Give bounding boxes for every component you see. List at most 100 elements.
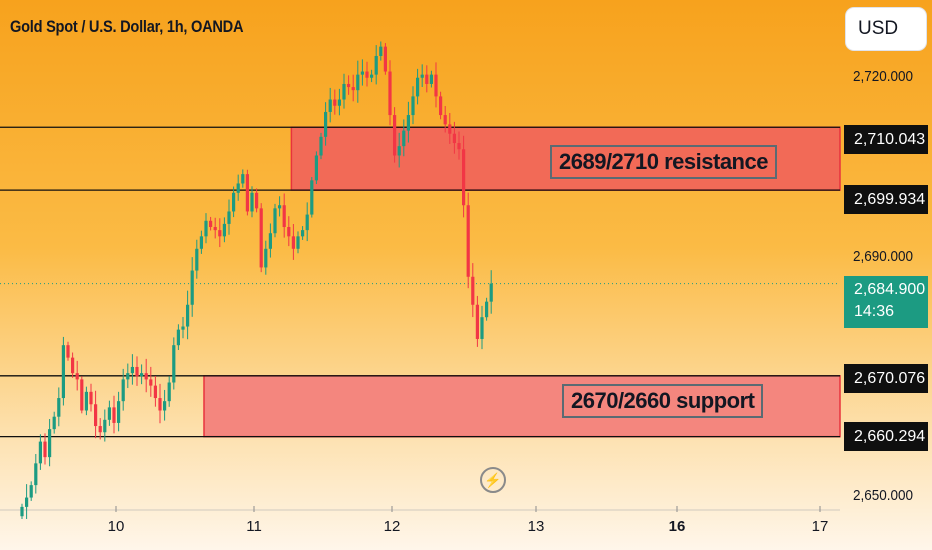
candle-body [236,183,240,193]
candle-body [25,497,29,507]
candle-body [176,329,180,346]
candle-body [255,192,259,209]
candle-body [209,220,213,228]
candle-body [319,136,323,156]
support-zone-label[interactable]: 2670/2660 support [562,384,764,418]
current-price-badge: 2,684.900 14:36 [844,276,928,328]
candle-body [199,236,203,249]
candle-body [480,317,484,339]
candle-body [301,230,305,237]
candle-body [420,74,424,78]
candle-body [98,426,102,433]
line-price-badge: 2,670.076 [844,364,928,393]
candle-body [158,398,162,411]
candle-body [34,463,38,486]
candle-body [443,115,447,125]
candle-body [287,227,291,237]
candle-body [351,87,355,91]
candle-body [439,96,443,116]
time-tick-label: 11 [246,518,262,535]
candle-body [29,485,33,498]
candle-body [314,155,318,181]
candle-body [471,276,475,305]
candle-body [296,236,300,249]
candle-body [204,220,208,237]
candle-body [374,55,378,75]
candle-body [365,71,369,78]
candle-body [94,404,98,427]
candle-body [278,205,282,209]
lightning-bolt-icon[interactable]: ⚡ [480,467,506,493]
price-tick-label: 2,690.000 [853,248,914,265]
candle-body [393,115,397,156]
candle-body [397,146,401,156]
current-price-value: 2,684.900 [854,281,926,298]
candle-body [383,46,387,72]
candle-body [130,366,134,374]
candle-body [103,419,107,433]
price-tick-label: 2,720.000 [853,68,914,85]
candle-body [241,174,245,184]
candle-body [52,416,56,430]
candle-body [172,345,176,383]
candle-body [370,74,374,78]
candle-body [121,379,125,402]
candle-body [71,357,75,374]
candle-body [425,74,429,84]
time-tick-label: 10 [107,518,125,535]
price-tick-label: 2,650.000 [853,487,914,504]
resistance-zone-label[interactable]: 2689/2710 resistance [550,145,777,179]
candle-body [117,401,121,423]
candle-body [462,149,466,206]
candle-body [356,74,360,91]
candle-body [342,83,346,100]
candle-body [190,270,194,305]
time-tick-label: 13 [527,518,545,535]
candle-body [466,205,470,277]
candle-body [43,441,47,458]
candle-body [434,74,438,97]
candle-body [268,233,272,249]
chart-title: Gold Spot / U.S. Dollar, 1h, OANDA [10,17,244,36]
time-tick-label: 12 [383,518,401,535]
currency-button[interactable]: USD [846,8,926,50]
time-tick-label: 17 [811,518,829,535]
candle-body [126,373,130,380]
candle-body [144,373,148,380]
candle-body [75,373,79,380]
candle-body [38,441,42,464]
candle-body [61,345,65,399]
candle-body [153,385,157,399]
candle-body [213,227,217,231]
line-price-badge: 2,710.043 [844,125,928,154]
candle-body [416,77,420,97]
candle-body [149,379,153,386]
candle-body [475,304,479,339]
candle-body [135,366,139,377]
candle-body [429,74,433,84]
candle-body [310,180,314,215]
line-price-badge: 2,660.294 [844,422,928,451]
line-price-badge: 2,699.934 [844,185,928,214]
candle-body [250,192,254,212]
candle-body [227,211,231,224]
candle-body [222,223,226,237]
candle-body [66,345,70,358]
candle-body [324,111,328,137]
candle-body [337,99,341,106]
candle-body [457,143,461,150]
candle-body [448,124,452,134]
candle-body [48,429,52,458]
candle-body [232,192,236,212]
bar-countdown: 14:36 [854,303,895,320]
candle-body [406,115,410,131]
candle-body [57,398,61,417]
candle-body [181,326,185,330]
candle-body [112,407,116,423]
candle-body [167,382,171,402]
candle-body [186,304,190,327]
candle-body [347,83,351,88]
candle-body [411,96,415,116]
time-tick-label: 16 [668,518,686,535]
